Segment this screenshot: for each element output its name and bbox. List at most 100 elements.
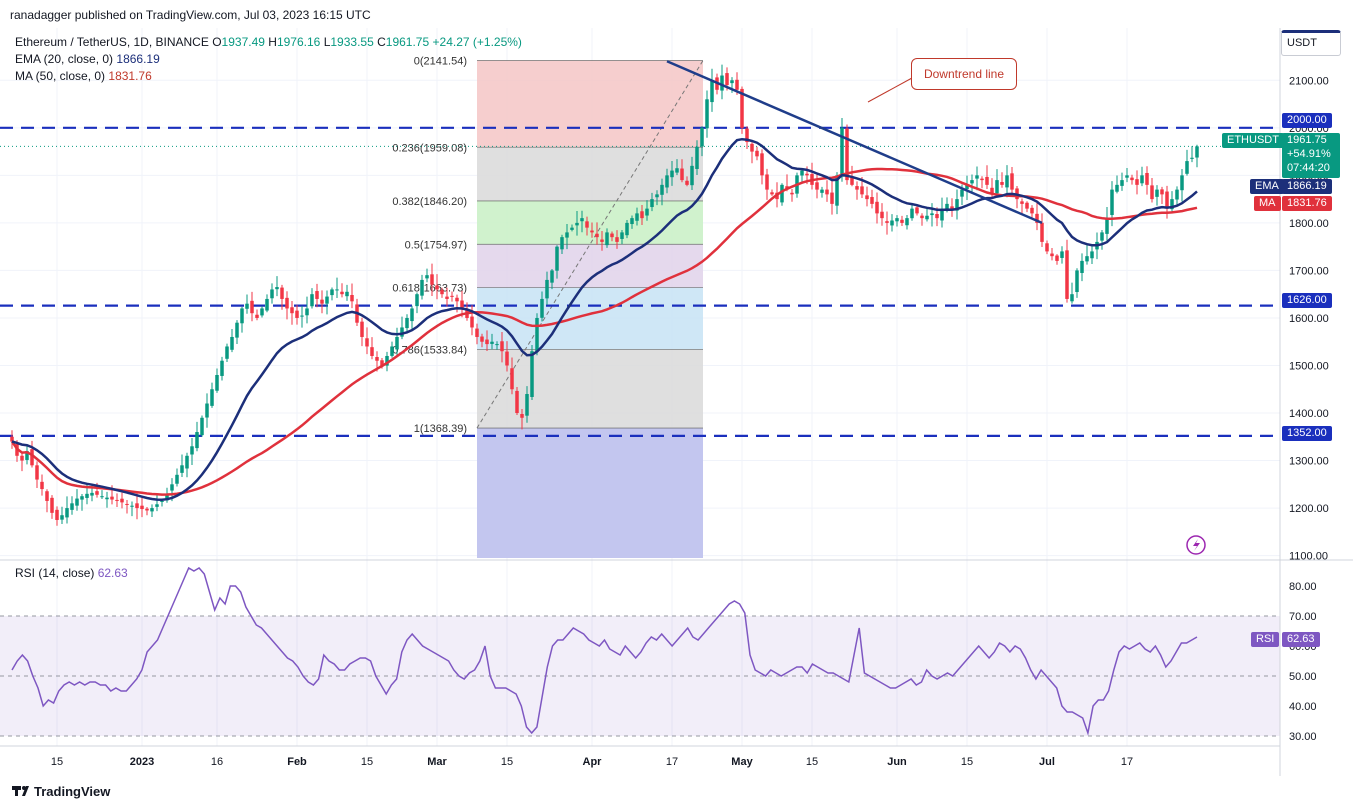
candle-body: [405, 317, 409, 329]
candle-body: [1185, 161, 1189, 174]
high-label: H: [268, 35, 277, 49]
candle-body: [580, 218, 584, 222]
candle-body: [490, 341, 494, 344]
candle-body: [1075, 270, 1079, 293]
candle-body: [1005, 175, 1009, 188]
candle-body: [940, 208, 944, 221]
candle-body: [160, 500, 164, 502]
candle-body: [875, 201, 879, 214]
candle-body: [1080, 260, 1084, 273]
candle-body: [995, 180, 999, 194]
candle-body: [30, 449, 34, 466]
open-value: 1937.49: [221, 35, 265, 49]
change-value: +24.27 (+1.25%): [432, 35, 522, 49]
symbol-tag: ETHUSDT: [1222, 133, 1284, 148]
candle-body: [295, 310, 299, 318]
axes: 2100.002000.001900.001800.001700.001600.…: [51, 75, 1329, 768]
time-tick-label: 17: [666, 756, 678, 768]
candle-body: [800, 170, 804, 176]
candle-body: [530, 351, 534, 397]
candle-body: [685, 180, 689, 185]
downtrend-line-callout[interactable]: Downtrend line: [911, 58, 1017, 90]
ma-legend-label: MA (50, close, 0): [15, 69, 106, 83]
ema-legend[interactable]: EMA (20, close, 0) 1866.19: [15, 52, 160, 66]
fib-extension-zone: [477, 428, 703, 558]
published-line: ranadagger published on TradingView.com,…: [10, 8, 371, 22]
candle-body: [1115, 184, 1119, 192]
price-tick-label: 1200.00: [1289, 503, 1329, 515]
replay-lightning-icon[interactable]: [1186, 535, 1206, 555]
candle-body: [275, 287, 279, 290]
ma-legend[interactable]: MA (50, close, 0) 1831.76: [15, 69, 152, 83]
candle-body: [135, 503, 139, 509]
candle-body: [1030, 207, 1034, 214]
candle-body: [480, 336, 484, 342]
currency-selector[interactable]: USDT: [1281, 30, 1341, 56]
candle-body: [365, 338, 369, 347]
candle-body: [105, 497, 109, 500]
candlesticks: [10, 64, 1199, 526]
candle-body: [175, 474, 179, 484]
candle-body: [370, 347, 374, 356]
candle-body: [250, 300, 254, 314]
candle-body: [75, 498, 79, 506]
time-tick-label: 15: [961, 756, 973, 768]
candle-body: [335, 289, 339, 291]
bar-countdown: 07:44:20: [1287, 162, 1330, 174]
candle-body: [545, 279, 549, 299]
candle-body: [145, 508, 149, 511]
level-tag-1626: 1626.00: [1282, 293, 1332, 308]
candle-body: [450, 295, 454, 297]
candle-body: [550, 270, 554, 283]
price-tick-label: 1800.00: [1289, 218, 1329, 230]
candle-body: [205, 403, 209, 418]
candle-body: [730, 80, 734, 84]
candle-body: [560, 237, 564, 250]
candle-body: [345, 291, 349, 297]
candle-body: [515, 390, 519, 414]
open-label: O: [212, 35, 222, 49]
time-tick-label: Jun: [887, 756, 907, 768]
candle-body: [305, 308, 309, 316]
candle-body: [90, 492, 94, 496]
candle-body: [240, 308, 244, 324]
candle-body: [40, 481, 44, 490]
candle-body: [815, 182, 819, 190]
candle-body: [410, 308, 414, 322]
footer-brand[interactable]: TradingView: [34, 784, 111, 799]
candle-body: [980, 178, 984, 181]
pct-change: +54.91%: [1287, 148, 1331, 160]
symbol-legend[interactable]: Ethereum / TetherUS, 1D, BINANCE O1937.4…: [15, 35, 522, 49]
fib-trend-line: [476, 60, 704, 429]
candle-body: [285, 297, 289, 309]
candle-body: [125, 503, 129, 505]
candle-body: [1130, 177, 1134, 181]
price-tick-label: 2100.00: [1289, 75, 1329, 87]
candle-body: [890, 220, 894, 226]
ma-axis-label: MA: [1254, 196, 1281, 211]
candle-body: [695, 146, 699, 169]
candle-body: [100, 496, 104, 498]
fib-level-label: 0.5(1754.97): [405, 239, 467, 251]
candle-body: [905, 218, 909, 226]
ma50-line: [10, 167, 1198, 496]
candle-body: [930, 213, 934, 216]
candle-body: [1035, 213, 1039, 223]
candle-body: [835, 175, 839, 206]
fib-level-label: 0.618(1663.73): [392, 283, 467, 295]
fib-zone: [477, 349, 703, 429]
candle-body: [260, 308, 264, 316]
rsi-legend[interactable]: RSI (14, close) 62.63: [15, 566, 128, 580]
candle-body: [440, 290, 444, 295]
candle-body: [745, 128, 749, 143]
candle-body: [420, 279, 424, 296]
candle-body: [375, 357, 379, 361]
candle-body: [845, 128, 849, 181]
candle-body: [605, 232, 609, 246]
high-value: 1976.16: [276, 35, 321, 49]
candle-body: [1010, 173, 1014, 190]
candle-body: [1100, 232, 1104, 241]
candle-body: [1050, 253, 1054, 257]
low-value: 1933.55: [330, 35, 374, 49]
